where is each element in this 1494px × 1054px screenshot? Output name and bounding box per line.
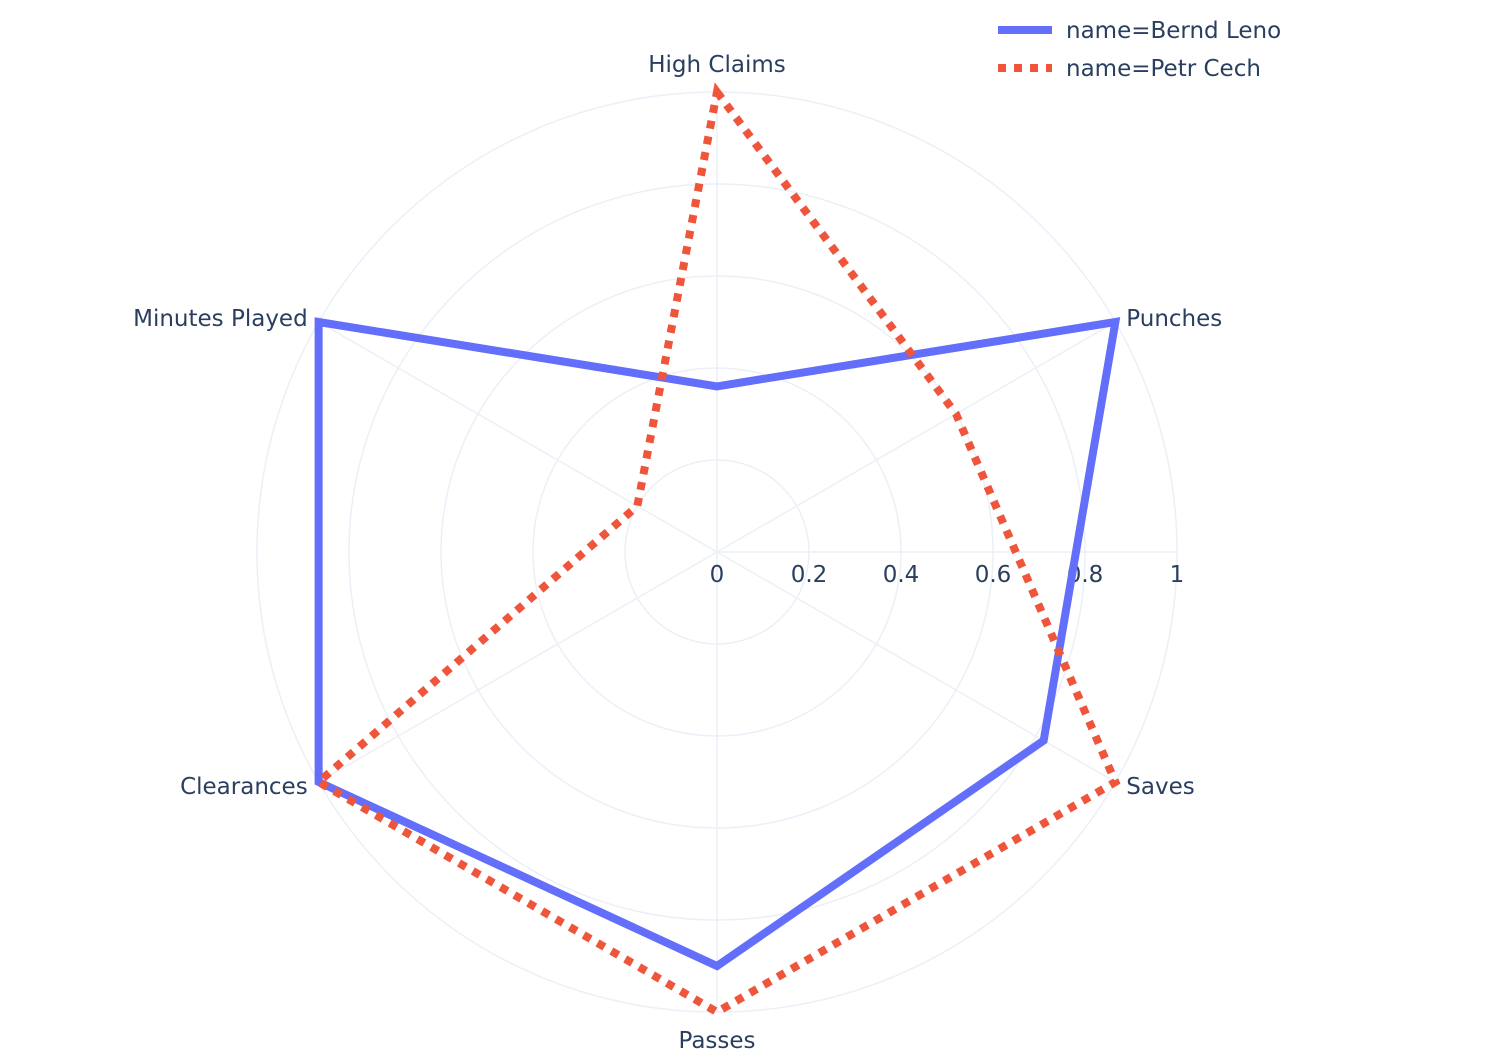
axis-label-punches: Punches	[1126, 306, 1222, 332]
legend: name=Bernd Leno name=Petr Cech	[998, 18, 1281, 82]
spoke-punches	[716, 321, 1116, 553]
radial-tick-label-5: 1	[1170, 562, 1185, 588]
axis-label-saves: Saves	[1126, 774, 1194, 800]
series-line-0	[314, 317, 1121, 971]
radial-tick-label-0: 0	[710, 562, 725, 588]
radial-tick-label-1: 0.2	[791, 562, 828, 588]
angular-axis-labels: High Claims Punches Saves Passes Clearances M…	[133, 52, 1222, 1054]
series-line-1	[311, 82, 1121, 1017]
spoke-clearances	[318, 551, 718, 783]
spoke-minutes-played	[318, 321, 718, 553]
axis-label-clearances: Clearances	[180, 774, 308, 800]
axis-label-minutes-played: Minutes Played	[133, 306, 308, 332]
polar-grid	[256, 91, 1178, 1013]
legend-item-1[interactable]: name=Petr Cech	[998, 56, 1261, 82]
legend-item-0[interactable]: name=Bernd Leno	[998, 18, 1281, 44]
legend-label-1: name=Petr Cech	[1066, 56, 1261, 82]
spoke-saves	[716, 551, 1116, 783]
radial-tick-label-2: 0.4	[883, 562, 920, 588]
axis-label-high-claims: High Claims	[648, 52, 786, 78]
radial-tick-label-3: 0.6	[975, 562, 1012, 588]
legend-label-0: name=Bernd Leno	[1066, 18, 1281, 44]
series-layer	[311, 82, 1121, 1017]
radial-tick-labels: 0 0.2 0.4 0.6 0.8 1	[710, 562, 1185, 588]
axis-label-passes: Passes	[678, 1028, 755, 1054]
